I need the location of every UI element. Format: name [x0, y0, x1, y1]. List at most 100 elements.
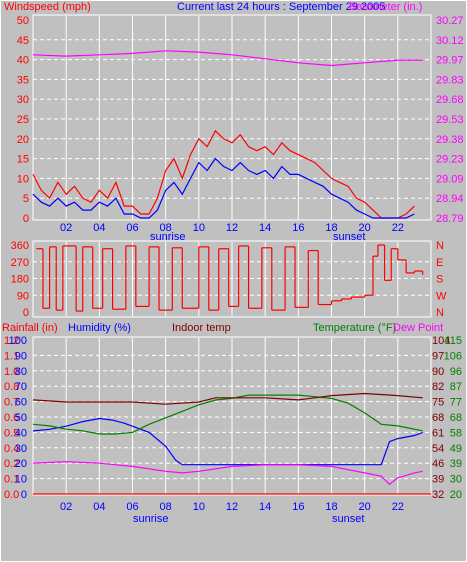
wind-gridlines [33, 16, 431, 219]
wind-direction-compass-tick: N [436, 240, 444, 252]
dew-point-axis-title: Dew Point [393, 322, 443, 334]
wind-direction-degree-tick: 360 [11, 240, 29, 252]
rainfall-tick: 1.0 [4, 366, 19, 378]
rainfall-tick: 0.2 [4, 458, 19, 470]
indoor-temp-tick: 104 [432, 335, 450, 347]
windspeed-tick: 40 [17, 55, 29, 67]
barometer-tick: 29.53 [436, 114, 464, 126]
indoor_temp-line [32, 392, 423, 405]
indoor-temp-tick: 32 [432, 489, 444, 501]
humidity-tick: 100 [9, 335, 27, 347]
windspeed-tick: 30 [17, 94, 29, 106]
hour-tick-label: 16 [292, 501, 304, 513]
hour-tick-label: 10 [193, 222, 205, 234]
barometer-tick: 28.79 [436, 213, 464, 225]
windspeed-tick: 5 [23, 193, 29, 205]
windspeed-tick: 50 [17, 15, 29, 27]
barometer-tick-labels: 28.79 28.94 29.09 29.23 29.38 29.53 29.68 29.83… [436, 15, 464, 225]
hour-tick-label: 02 [60, 222, 72, 234]
humidity-tick: 20 [15, 458, 27, 470]
temperature-tick: 68 [450, 412, 462, 424]
hour-tick-label: 06 [126, 222, 138, 234]
humidity-tick: 50 [15, 412, 27, 424]
indoor-temp-tick: 46 [432, 458, 444, 470]
wind-direction-degree-tick: 0 [23, 307, 29, 319]
indoor-temp-tick: 68 [432, 412, 444, 424]
indoor-temp-tick: 61 [432, 427, 444, 439]
top-hour-tick-labels: 02 04 06 08 10 12 14 16 18 20 22 [60, 222, 404, 234]
temperature-tick: 77 [450, 397, 462, 409]
rainfall-tick-labels: 0.0 0.1 0.2 0.4 0.5 0.6 0.7 0.8 1.0 1.1 1.2 [4, 335, 19, 501]
windspeed-tick: 20 [17, 134, 29, 146]
wind-direction-compass-tick: N [436, 307, 444, 319]
barometer-tick: 30.27 [436, 15, 464, 27]
humidity-tick-labels: 0 10 20 30 40 50 60 70 80 90 100 [9, 335, 27, 501]
top-sunset-label: sunset [333, 231, 365, 243]
barometer-tick: 30.12 [436, 35, 464, 47]
windspeed-tick: 10 [17, 173, 29, 185]
humidity-tick: 70 [15, 381, 27, 393]
wind-direction-compass-tick: W [436, 290, 447, 302]
hour-tick-label: 16 [292, 222, 304, 234]
hour-tick-label: 10 [193, 501, 205, 513]
hour-tick-label: 08 [160, 222, 172, 234]
indoor-temp-tick: 97 [432, 350, 444, 362]
rainfall-tick: 0.4 [4, 443, 19, 455]
humidity-tick: 80 [15, 366, 27, 378]
hour-tick-label: 18 [325, 501, 337, 513]
windspeed-tick: 45 [17, 35, 29, 47]
rainfall-tick: 0.1 [4, 474, 19, 486]
wind-direction-compass-tick: E [436, 257, 443, 269]
hour-tick-label: 22 [392, 501, 404, 513]
windspeed-tick: 15 [17, 154, 29, 166]
top-sunrise-label: sunrise [150, 231, 185, 243]
indoor-temp-tick-labels: 32 39 46 54 61 68 75 82 90 97 104 [432, 335, 450, 501]
temperature-tick: 39 [450, 458, 462, 470]
temperature-tick: 115 [444, 335, 462, 347]
barometer-tick: 29.97 [436, 55, 464, 67]
hour-tick-label: 04 [93, 222, 105, 234]
wind-direction-degree-tick: 90 [17, 290, 29, 302]
humidity-tick: 40 [15, 427, 27, 439]
humidity-tick: 10 [15, 474, 27, 486]
bottom-sunrise-label: sunrise [133, 513, 168, 525]
temperature-axis-title: Temperature (°F) [313, 322, 396, 334]
barometer-axis-title: Barometer (in.) [349, 1, 422, 13]
humidity-tick: 90 [15, 350, 27, 362]
wind-series [32, 50, 423, 219]
humidity-tick: 30 [15, 443, 27, 455]
weather-series [32, 392, 431, 495]
windspeed-tick: 25 [17, 114, 29, 126]
barometer-tick: 29.83 [436, 74, 464, 86]
barometer-tick: 29.09 [436, 173, 464, 185]
temperature-tick-labels: 20 30 39 49 58 68 77 87 96 106 115 [444, 335, 462, 501]
wind-direction-series [36, 244, 424, 312]
windspeed-axis-title: Windspeed (mph) [4, 1, 91, 13]
humidity-tick: 0 [21, 489, 27, 501]
indoor-temp-tick: 75 [432, 397, 444, 409]
temperature-tick: 30 [450, 474, 462, 486]
hour-tick-label: 06 [126, 501, 138, 513]
barometer-tick: 29.23 [436, 154, 464, 166]
windspeed-tick: 0 [23, 213, 29, 225]
temperature-tick: 87 [450, 381, 462, 393]
chart-title: Current last 24 hours : September 29 200… [177, 1, 386, 13]
humidity-axis-title: Humidity (%) [68, 322, 131, 334]
hour-tick-label: 02 [60, 501, 72, 513]
hour-tick-label: 18 [325, 222, 337, 234]
bottom-sunset-label: sunset [332, 513, 364, 525]
rainfall-tick: 0.7 [4, 397, 19, 409]
wind_gust-line [32, 129, 415, 219]
dew_point-line [32, 460, 423, 486]
humidity-tick: 60 [15, 397, 27, 409]
hour-tick-label: 20 [359, 222, 371, 234]
rainfall-tick: 1.1 [4, 350, 19, 362]
windspeed-tick-labels: 0 5 10 15 20 25 30 35 40 45 50 [17, 15, 29, 225]
hour-tick-label: 22 [392, 222, 404, 234]
indoor-temp-tick: 39 [432, 474, 444, 486]
hour-tick-label: 12 [226, 501, 238, 513]
weather-gridlines [33, 338, 431, 495]
hour-tick-label: 08 [160, 501, 172, 513]
